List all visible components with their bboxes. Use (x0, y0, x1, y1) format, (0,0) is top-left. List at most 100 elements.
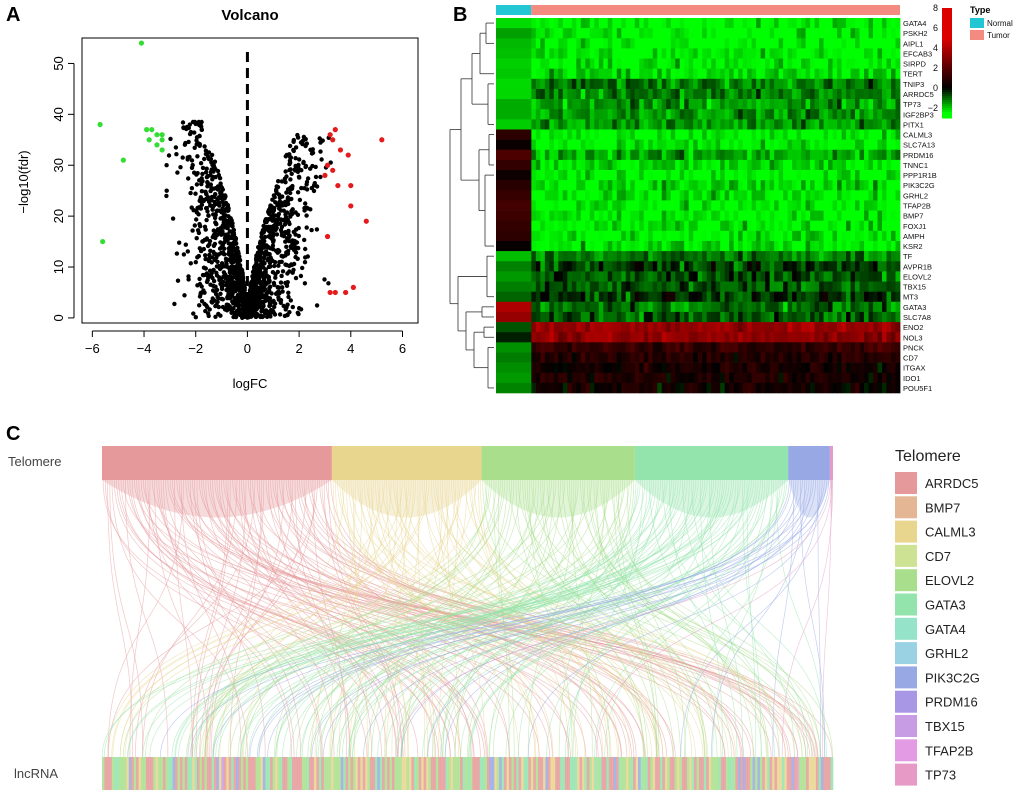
heatmap-cell (688, 251, 694, 262)
heatmap-cell (643, 372, 649, 384)
colorbar-step (942, 52, 952, 55)
heatmap-cell (711, 210, 717, 222)
heatmap-cell (702, 261, 708, 272)
heatmap-cell (895, 119, 901, 130)
heatmap-cell (823, 220, 829, 232)
heatmap-cell (778, 88, 784, 100)
heatmap-cell (598, 322, 604, 333)
heatmap-cell (823, 68, 829, 80)
sankey-bottom-label: lncRNA (14, 766, 58, 781)
heatmap-cell (549, 99, 555, 110)
heatmap-cell (846, 230, 851, 242)
heatmap-cell (652, 190, 658, 201)
heatmap-cell (792, 139, 797, 151)
heatmap-cell (648, 180, 654, 191)
sankey-flow (274, 479, 488, 758)
heatmap-cell (819, 240, 824, 252)
volcano-point-ns (285, 302, 290, 307)
heatmap-cell (603, 342, 609, 353)
heatmap-cell (652, 88, 658, 100)
volcano-point-ns (313, 174, 319, 180)
heatmap-cell (810, 332, 815, 343)
heatmap-cell (562, 88, 568, 100)
heatmap-cell (625, 230, 631, 242)
colorbar-step (942, 62, 952, 65)
volcano-sig-points (97, 40, 385, 296)
heatmap-cell (886, 149, 892, 161)
heatmap-cell (616, 322, 622, 333)
heatmap-cell (648, 291, 654, 303)
heatmap-cell (787, 311, 793, 323)
heatmap-cell (837, 281, 842, 292)
heatmap-cell (684, 261, 690, 272)
heatmap-cell (778, 68, 784, 80)
volcano-point-ns (285, 280, 290, 285)
heatmap-cell (720, 271, 726, 282)
heatmap-cell (756, 28, 762, 39)
heatmap-cell (558, 271, 564, 282)
heatmap-cell (589, 230, 595, 242)
heatmap-cell (684, 28, 690, 39)
volcano-point-ns (297, 157, 302, 162)
heatmap-cell (571, 210, 577, 222)
heatmap-cell (576, 382, 582, 394)
heatmap-cell (724, 109, 730, 120)
heatmap-cell (652, 170, 658, 181)
volcano-point-ns (276, 295, 281, 300)
heatmap-cell (567, 372, 573, 384)
heatmap-cell (607, 159, 613, 171)
heatmap-cell (607, 301, 613, 313)
volcano-point-ns (193, 315, 198, 320)
heatmap-cell (697, 190, 703, 201)
heatmap-cell (634, 48, 640, 59)
heatmap-cell (562, 159, 568, 171)
heatmap-cell (612, 190, 618, 201)
heatmap-cell (598, 99, 604, 110)
heatmap-cell (774, 332, 780, 343)
heatmap-cell (868, 382, 874, 394)
heatmap-cell (733, 352, 739, 363)
heatmap-cell (738, 180, 744, 191)
heatmap-cell (616, 251, 622, 262)
heatmap-cell (625, 149, 631, 161)
volcano-point-ns (283, 154, 288, 159)
heatmap-cell (693, 251, 699, 262)
heatmap-cell (567, 78, 573, 90)
heatmap-cell (576, 149, 582, 161)
colorbar-step (942, 42, 952, 45)
volcano-point-up (322, 172, 328, 179)
heatmap-cell (801, 230, 806, 242)
heatmap-cell (742, 322, 748, 333)
volcano-point-ns (227, 217, 233, 222)
heatmap-cell (675, 332, 681, 343)
heatmap-cell (571, 170, 577, 181)
heatmap-cell (805, 180, 811, 191)
heatmap-cell (715, 149, 721, 161)
heatmap-cell (778, 311, 784, 323)
heatmap-cell (778, 251, 784, 262)
heatmap-cell (837, 301, 842, 313)
heatmap-cell (616, 28, 622, 39)
heatmap-cell (652, 159, 658, 171)
heatmap-cell (841, 200, 847, 211)
heatmap-cell (841, 372, 847, 384)
heatmap-cell (621, 220, 627, 232)
heatmap-cell (706, 332, 712, 343)
volcano-point-ns (266, 210, 271, 215)
heatmap-cell (540, 159, 546, 171)
heatmap-cell (796, 109, 802, 120)
heatmap-cell (598, 78, 604, 90)
heatmap-cell (742, 271, 748, 282)
heatmap-cell (891, 271, 896, 282)
heatmap-cell (679, 200, 685, 211)
heatmap-cell (778, 170, 784, 181)
heatmap-cell (756, 200, 762, 211)
heatmap-cell (738, 352, 744, 363)
heatmap-cell-normal (496, 342, 532, 353)
heatmap-cell (864, 311, 869, 323)
heatmap-cell (670, 119, 676, 130)
heatmap-cell (634, 190, 640, 201)
heatmap-cell (855, 291, 860, 303)
heatmap-cell (639, 38, 645, 49)
heatmap-cell (576, 230, 582, 242)
